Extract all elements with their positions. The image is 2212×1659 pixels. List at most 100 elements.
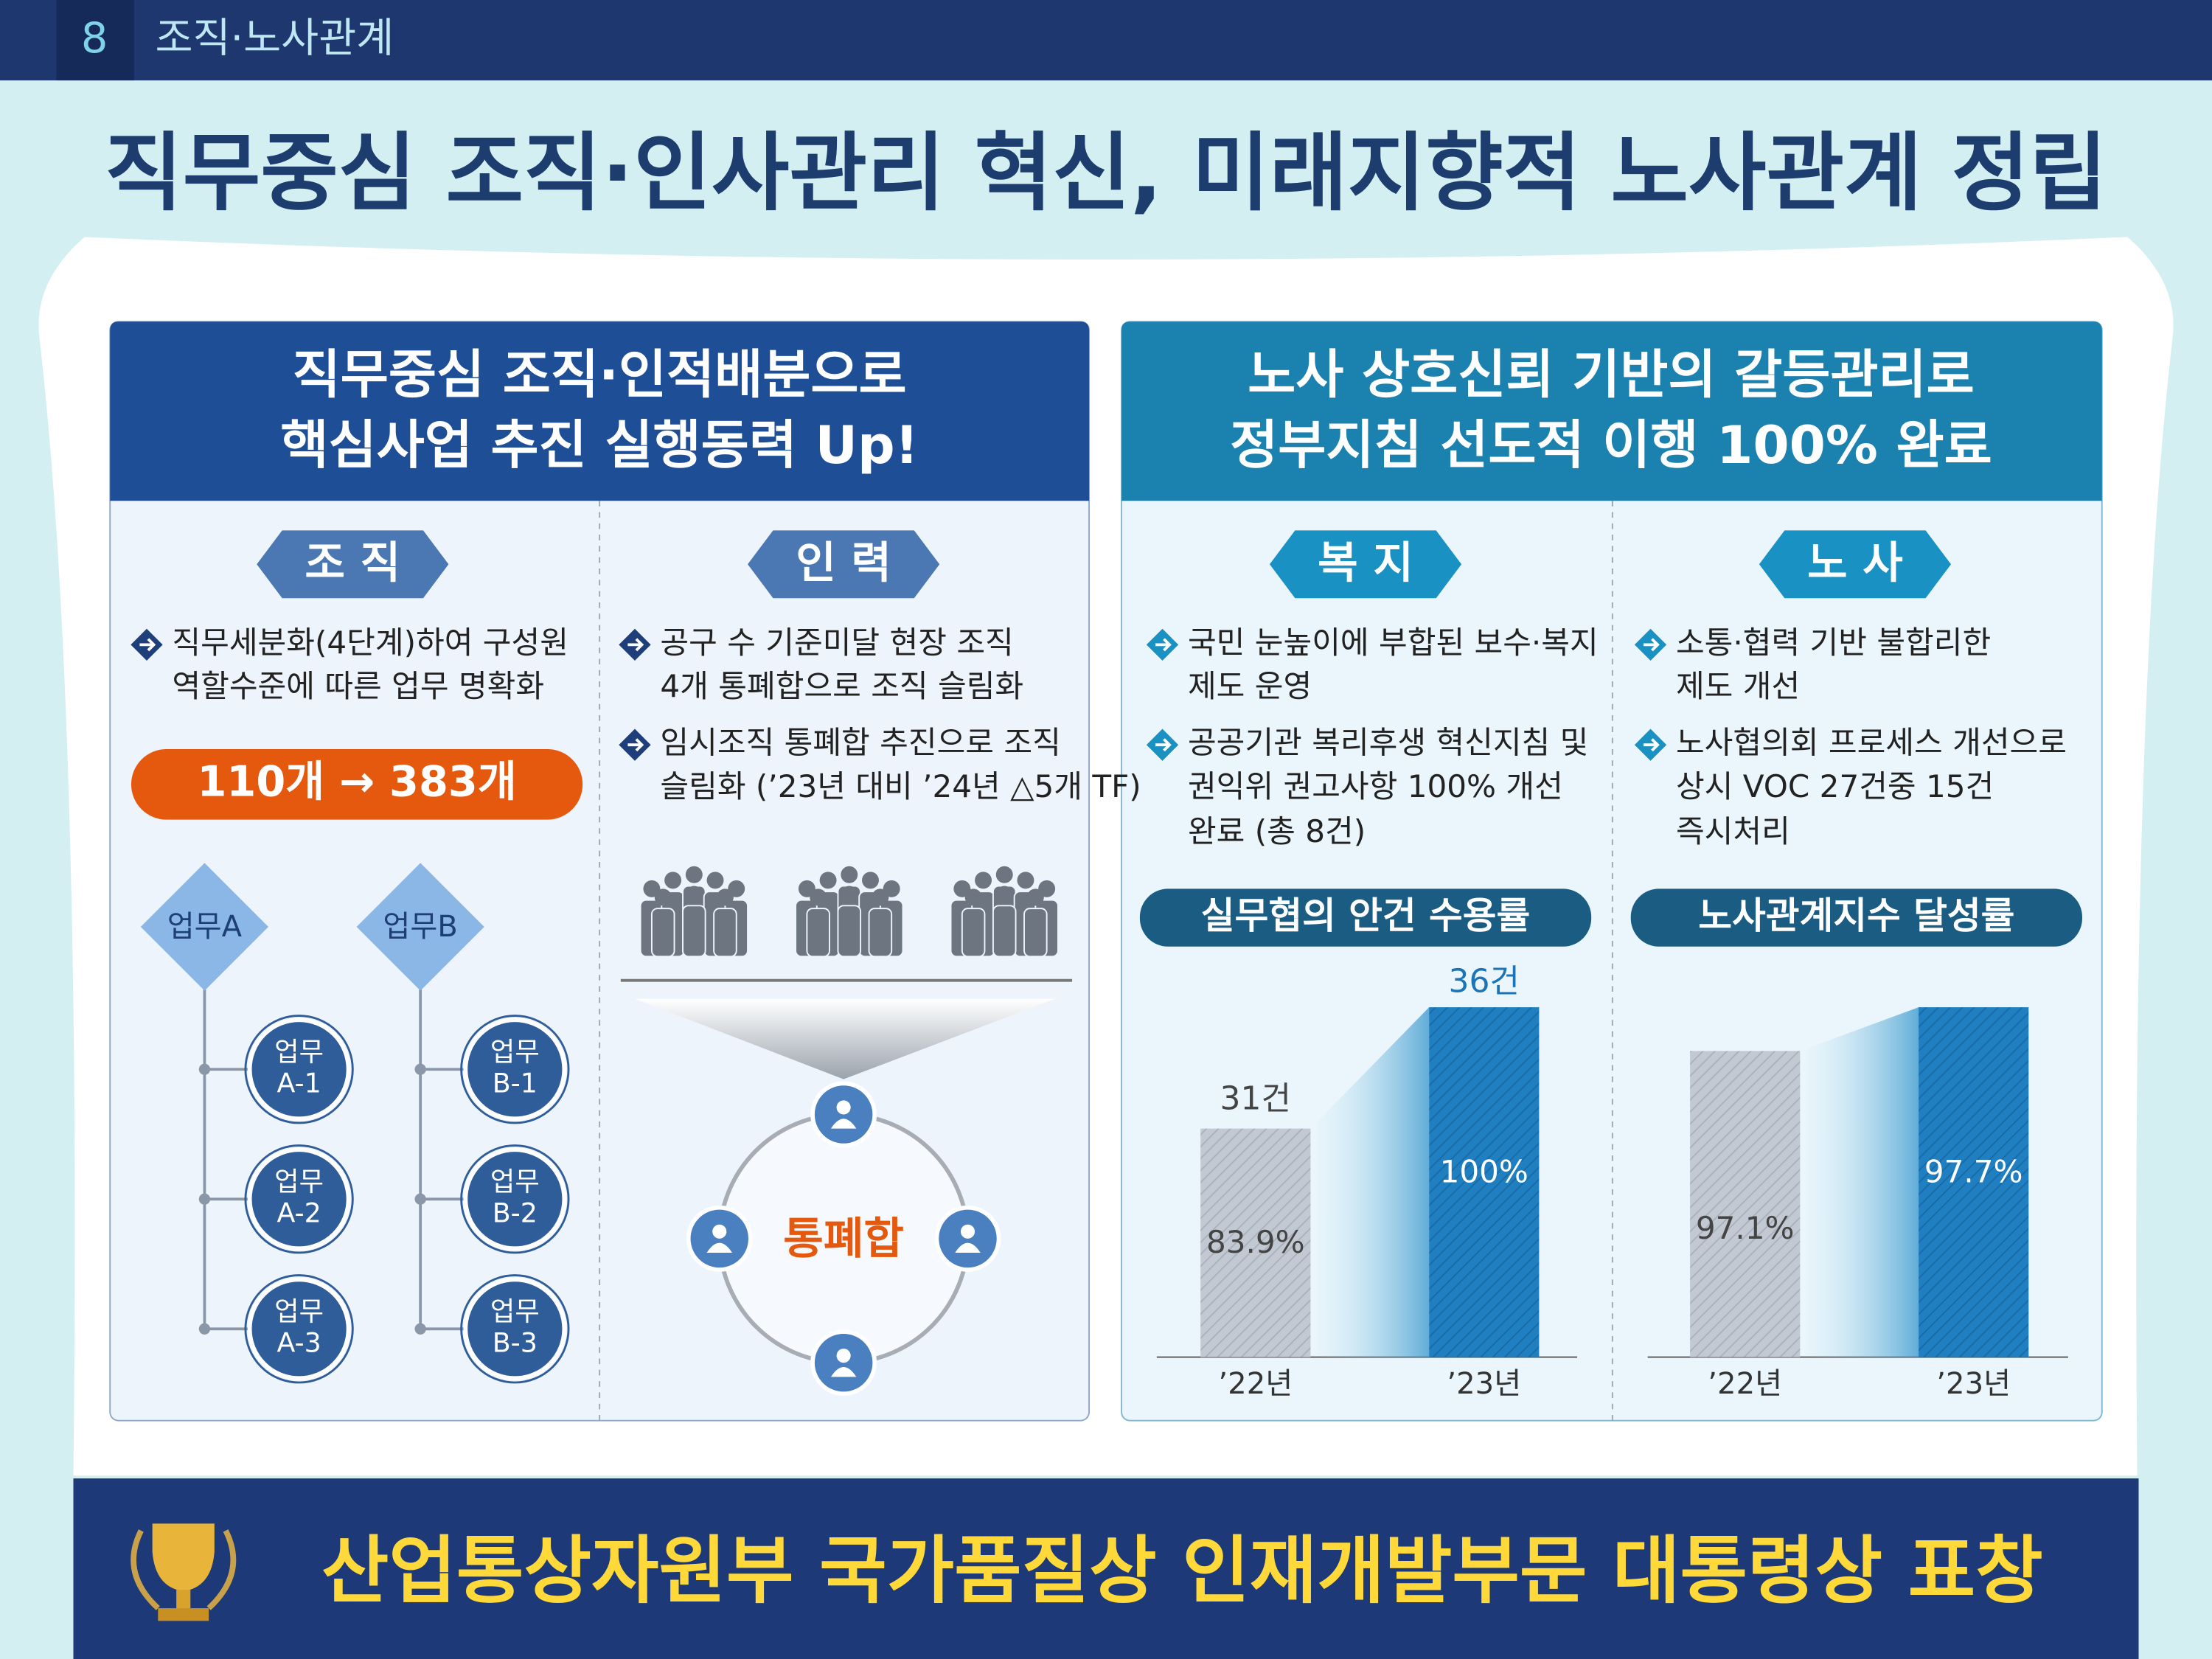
- person-head: [964, 888, 982, 906]
- person-head: [1017, 872, 1034, 889]
- tree-node-label: 업무: [490, 1166, 540, 1197]
- member-body: [955, 1242, 981, 1253]
- member-head: [836, 1100, 851, 1115]
- title: 직무중심 조직·인사관리 혁신, 미래지향적 노사관계 정립: [105, 124, 2107, 223]
- tree-node-label: B-2: [493, 1197, 538, 1228]
- tree-node-label: 업무: [490, 1036, 540, 1068]
- bullet-text: 역할수준에 따른 업무 명확화: [172, 668, 544, 704]
- bullet-text: 공구 수 기준미달 현장 조직: [660, 625, 1013, 661]
- tree-node-ring: [460, 1144, 570, 1254]
- bullet-text: 상시 VOC 27건중 15건: [1676, 768, 1994, 804]
- person-head: [841, 886, 858, 903]
- person-head: [716, 888, 734, 906]
- chart-title-pill: [1139, 888, 1592, 947]
- chart-title-pill: [1630, 888, 2082, 947]
- bullet-arrow: [627, 638, 644, 652]
- bullet-text: 노사협의회 프로세스 개선으로: [1676, 725, 2067, 761]
- person-body: [961, 908, 986, 958]
- bullet-text: 즉시처리: [1676, 813, 1790, 849]
- tree-root-label: 업무B: [383, 910, 457, 944]
- person-head: [862, 872, 879, 889]
- tree-node-label: A-3: [276, 1326, 321, 1358]
- member-head: [960, 1224, 975, 1239]
- bullet-text: 4개 통폐합으로 조직 슬림화: [660, 668, 1023, 704]
- person-body: [1023, 908, 1048, 958]
- bar: [1919, 1007, 2029, 1357]
- footer-band: [73, 1478, 2139, 1659]
- tag-shape: [1269, 530, 1462, 599]
- person-head: [841, 866, 858, 883]
- tree-node: [463, 1147, 567, 1251]
- tree-node-label: B-1: [493, 1067, 538, 1099]
- tree-node-label: 업무: [490, 1295, 540, 1327]
- funnel: [634, 998, 1056, 1079]
- bar: [1690, 1051, 1801, 1357]
- bullet-text: 임시조직 통폐합 추진으로 조직: [660, 725, 1060, 761]
- tree-dot: [414, 1193, 426, 1205]
- bullet-text: 국민 눈높이에 부합된 보수·복지: [1188, 625, 1599, 661]
- person-body: [992, 905, 1017, 958]
- tree-node-label: A-1: [276, 1067, 321, 1099]
- person-head: [819, 872, 837, 889]
- bar-transition: [1800, 1007, 1919, 1357]
- tree-node-ring: [460, 1015, 570, 1124]
- bullet-text: 직무세분화(4단계)하여 구성원: [172, 625, 568, 661]
- tree-root-label: 업무A: [167, 910, 243, 944]
- tag-label: 노 사: [1807, 537, 1903, 588]
- tree-node: [247, 1018, 351, 1121]
- merge-label: 통폐합: [783, 1213, 904, 1264]
- bar: [1200, 1128, 1311, 1357]
- person-body: [650, 908, 675, 958]
- bullet-text: 소통·협력 기반 불합리한: [1676, 625, 1991, 661]
- bullet-text: 공공기관 복리후생 혁신지침 및: [1188, 725, 1588, 761]
- person-body: [806, 908, 830, 958]
- tree-node: [463, 1018, 567, 1121]
- member-head: [836, 1349, 851, 1363]
- person-body: [868, 908, 893, 958]
- member-body: [830, 1119, 857, 1129]
- person-head: [664, 872, 682, 889]
- bullet-arrow: [1155, 638, 1172, 652]
- person-head: [995, 886, 1013, 903]
- person-head: [706, 872, 724, 889]
- tree-node-label: 업무: [274, 1036, 324, 1068]
- right-header: [1121, 321, 2102, 501]
- bullet-text: 제도 개선: [1676, 668, 1800, 704]
- shape: [131, 1529, 237, 1610]
- highlight: 110개 → 383개: [197, 757, 516, 806]
- tree-dot: [414, 1063, 426, 1075]
- shape: [176, 1590, 191, 1610]
- footer-text: 산업통상자원부 국가품질상 인재개발부문 대통령상 표창: [321, 1528, 2043, 1613]
- tree-node: [463, 1277, 567, 1381]
- left-heading: 직무중심 조직·인적배분으로: [293, 344, 907, 405]
- bullet-text: 완료 (총 8건): [1188, 813, 1366, 849]
- tag-label: 인 력: [796, 537, 891, 588]
- tag-shape: [1759, 530, 1952, 599]
- person-head: [1026, 888, 1044, 906]
- tree-dot: [198, 1063, 211, 1075]
- tree-node: [247, 1147, 351, 1251]
- person-body: [713, 908, 737, 958]
- member-node: [810, 1329, 877, 1397]
- shape: [158, 1608, 209, 1621]
- bar: [1429, 1007, 1540, 1357]
- person-head: [654, 888, 672, 906]
- tree-node-ring: [244, 1015, 354, 1124]
- chart-title: 노사관계지수 달성률: [1698, 894, 2014, 937]
- section-number: 8: [81, 13, 108, 63]
- bullet-arrow: [1643, 738, 1660, 752]
- bullet-text: 권익위 권고사항 100% 개선: [1188, 768, 1563, 804]
- person-head: [872, 888, 889, 906]
- bullet-arrow: [1155, 738, 1172, 752]
- bullet-text: 제도 운영: [1188, 668, 1312, 704]
- tree-node-ring: [244, 1144, 354, 1254]
- tree-dot: [414, 1323, 426, 1335]
- year-label: ’22년: [1218, 1367, 1293, 1401]
- shape: [152, 1523, 215, 1592]
- tag-shape: [748, 530, 940, 599]
- member-head: [712, 1224, 727, 1239]
- tree-node: [247, 1277, 351, 1381]
- tag-shape: [257, 530, 449, 599]
- rate-label: 97.7%: [1924, 1153, 2023, 1189]
